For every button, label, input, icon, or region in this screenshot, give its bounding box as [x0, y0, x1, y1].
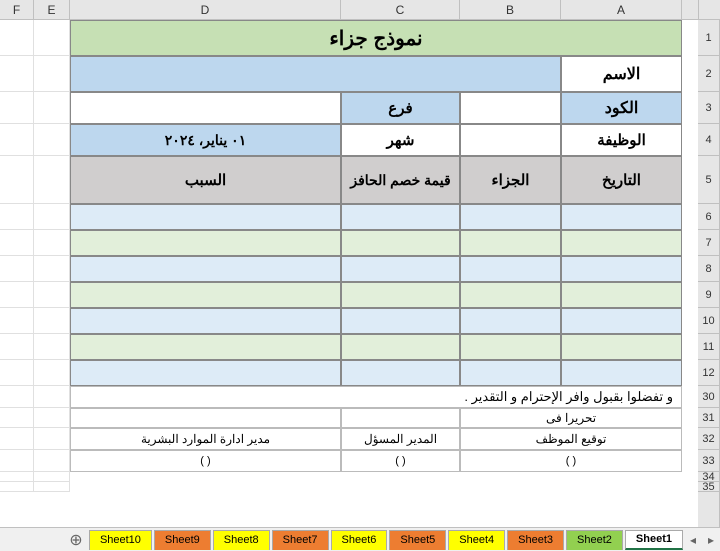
row-header-4[interactable]: 4	[698, 124, 719, 156]
row-header-35[interactable]: 35	[698, 482, 719, 492]
column-header-C[interactable]: C	[341, 0, 460, 19]
th-date: التاريخ	[561, 156, 682, 204]
column-header-D[interactable]: D	[70, 0, 341, 19]
column-header-F[interactable]: F	[0, 0, 34, 19]
data-cell[interactable]	[460, 282, 561, 308]
code-value[interactable]	[460, 92, 561, 124]
select-all-corner[interactable]	[698, 0, 720, 20]
sig-manager-label: المدير المسؤل	[341, 428, 460, 450]
row-header-8[interactable]: 8	[698, 256, 719, 282]
data-cell[interactable]	[561, 230, 682, 256]
spreadsheet-grid: FEDCBA 123456789101112303132333435 نموذج…	[0, 0, 720, 527]
data-cell[interactable]	[561, 204, 682, 230]
data-cell[interactable]	[341, 256, 460, 282]
row-header-1[interactable]: 1	[698, 20, 719, 56]
row-header-12[interactable]: 12	[698, 360, 719, 386]
data-cell[interactable]	[561, 308, 682, 334]
data-cell[interactable]	[561, 282, 682, 308]
form-title: نموذج جزاء	[70, 20, 682, 56]
sheet-tab-sheet2[interactable]: Sheet2	[566, 530, 623, 550]
data-cell[interactable]	[341, 230, 460, 256]
row-header-11[interactable]: 11	[698, 334, 719, 360]
column-header-E[interactable]: E	[34, 0, 70, 19]
data-cell[interactable]	[341, 282, 460, 308]
sheet-tab-sheet1[interactable]: Sheet1	[625, 530, 683, 550]
sig-hr-label: مدير ادارة الموارد البشرية	[70, 428, 341, 450]
data-cell[interactable]	[460, 256, 561, 282]
column-header-B[interactable]: B	[460, 0, 561, 19]
data-cell[interactable]	[341, 360, 460, 386]
sheet-tab-sheet9[interactable]: Sheet9	[154, 530, 211, 550]
data-cell[interactable]	[460, 308, 561, 334]
th-reason: السبب	[70, 156, 341, 204]
th-penalty: الجزاء	[460, 156, 561, 204]
row-header-5[interactable]: 5	[698, 156, 719, 204]
data-cell[interactable]	[70, 204, 341, 230]
add-sheet-button[interactable]: ⊕	[64, 530, 88, 550]
th-deduct: قيمة خصم الحافز	[341, 156, 460, 204]
job-label: الوظيفة	[561, 124, 682, 156]
sheet-tab-sheet6[interactable]: Sheet6	[331, 530, 388, 550]
job-value[interactable]	[460, 124, 561, 156]
data-cell[interactable]	[460, 230, 561, 256]
column-headers: FEDCBA	[0, 0, 720, 20]
row-header-7[interactable]: 7	[698, 230, 719, 256]
tab-nav-next[interactable]: ▸	[702, 531, 720, 549]
data-cell[interactable]	[460, 204, 561, 230]
row-header-3[interactable]: 3	[698, 92, 719, 124]
sheet-tab-sheet7[interactable]: Sheet7	[272, 530, 329, 550]
data-cell[interactable]	[460, 360, 561, 386]
blank-31d	[70, 408, 341, 428]
sheet-tab-sheet3[interactable]: Sheet3	[507, 530, 564, 550]
data-cell[interactable]	[70, 256, 341, 282]
cells-area[interactable]: نموذج جزاءالاسم فرع الكود ٠١ يناير، ٢٠٢٤شهر…	[0, 20, 698, 527]
blank-31c	[341, 408, 460, 428]
name-value[interactable]	[70, 56, 561, 92]
month-label: شهر	[341, 124, 460, 156]
data-cell[interactable]	[70, 282, 341, 308]
closing-text: و تفضلوا بقبول وافر الإحترام و التقدير .	[70, 386, 682, 408]
row-header-30[interactable]: 30	[698, 386, 719, 408]
sheet-tab-sheet10[interactable]: Sheet10	[89, 530, 152, 550]
data-cell[interactable]	[70, 308, 341, 334]
row-header-2[interactable]: 2	[698, 56, 719, 92]
data-cell[interactable]	[561, 360, 682, 386]
sig-hr-field[interactable]: ( )	[70, 450, 341, 472]
row-headers: 123456789101112303132333435	[698, 20, 720, 527]
sig-manager-field[interactable]: ( )	[341, 450, 460, 472]
row-header-10[interactable]: 10	[698, 308, 719, 334]
data-cell[interactable]	[341, 308, 460, 334]
sheet-tabs-bar: ▸ ◂ Sheet1Sheet2Sheet3Sheet4Sheet5Sheet6…	[0, 527, 720, 551]
row-header-6[interactable]: 6	[698, 204, 719, 230]
code-label: الكود	[561, 92, 682, 124]
data-cell[interactable]	[341, 204, 460, 230]
sheet-tab-sheet4[interactable]: Sheet4	[448, 530, 505, 550]
data-cell[interactable]	[70, 334, 341, 360]
branch-label: فرع	[341, 92, 460, 124]
branch-value[interactable]	[70, 92, 341, 124]
column-header-A[interactable]: A	[561, 0, 682, 19]
data-cell[interactable]	[341, 334, 460, 360]
sig-employee-field[interactable]: ( )	[460, 450, 682, 472]
date-value: ٠١ يناير، ٢٠٢٤	[70, 124, 341, 156]
sig-employee-label: توقيع الموظف	[460, 428, 682, 450]
sheet-tab-sheet5[interactable]: Sheet5	[389, 530, 446, 550]
tab-nav-prev[interactable]: ◂	[684, 531, 702, 549]
data-cell[interactable]	[561, 334, 682, 360]
data-cell[interactable]	[561, 256, 682, 282]
name-label: الاسم	[561, 56, 682, 92]
written-in: تحريرا فى	[460, 408, 682, 428]
sheet-tab-sheet8[interactable]: Sheet8	[213, 530, 270, 550]
data-cell[interactable]	[70, 360, 341, 386]
row-header-31[interactable]: 31	[698, 408, 719, 428]
row-header-9[interactable]: 9	[698, 282, 719, 308]
data-cell[interactable]	[70, 230, 341, 256]
data-cell[interactable]	[460, 334, 561, 360]
row-header-32[interactable]: 32	[698, 428, 719, 450]
row-header-33[interactable]: 33	[698, 450, 719, 472]
